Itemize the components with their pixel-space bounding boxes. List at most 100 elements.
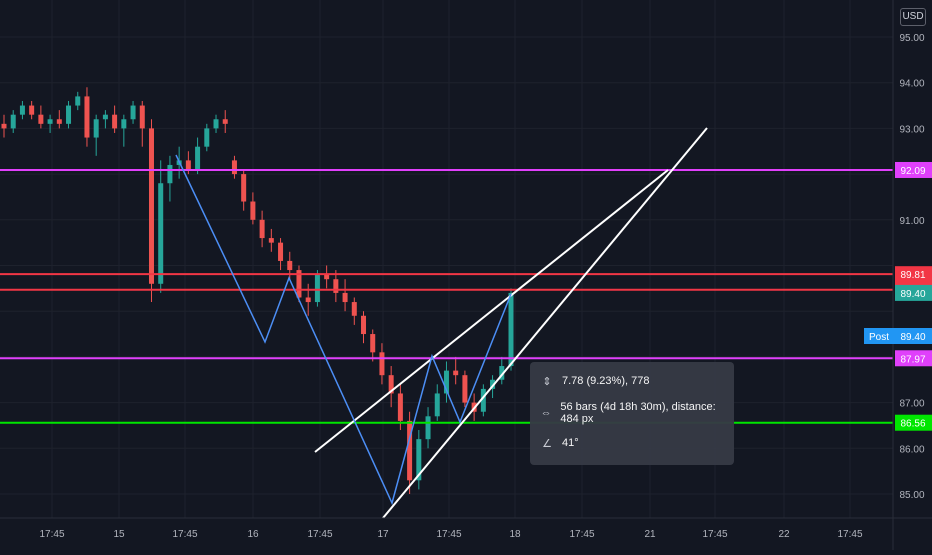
candle-body[interactable] bbox=[38, 114, 44, 124]
candle-body[interactable] bbox=[499, 366, 505, 380]
candle-body[interactable] bbox=[314, 274, 320, 303]
candle-body[interactable] bbox=[508, 292, 514, 367]
candle-body[interactable] bbox=[453, 370, 459, 376]
last-price-text: 89.40 bbox=[900, 289, 925, 300]
candle-body[interactable] bbox=[66, 105, 72, 124]
candle-body[interactable] bbox=[351, 302, 357, 316]
level-price-text: 86.56 bbox=[900, 419, 925, 430]
vertical-range-icon: ⇕ bbox=[542, 375, 552, 388]
post-tag-text: Post bbox=[869, 332, 889, 343]
y-tick-label: 86.00 bbox=[899, 444, 924, 455]
candle-body[interactable] bbox=[195, 146, 201, 170]
candle-body[interactable] bbox=[102, 114, 108, 120]
y-tick-label: 94.00 bbox=[899, 79, 924, 90]
candle-body[interactable] bbox=[379, 352, 385, 376]
level-price-tag[interactable] bbox=[895, 350, 932, 367]
candle-body[interactable] bbox=[231, 160, 237, 175]
price-change-text: 7.78 (9.23%), 778 bbox=[562, 375, 650, 387]
candle-body[interactable] bbox=[416, 439, 422, 481]
candle-body[interactable] bbox=[324, 274, 330, 280]
x-tick-label: 22 bbox=[778, 529, 790, 540]
x-tick-label: 17:45 bbox=[39, 529, 64, 540]
candle-body[interactable] bbox=[342, 292, 348, 303]
candle-body[interactable] bbox=[462, 375, 468, 403]
x-tick-label: 17:45 bbox=[307, 529, 332, 540]
candle-body[interactable] bbox=[148, 128, 154, 284]
candle-body[interactable] bbox=[10, 114, 16, 129]
post-price-text: 89.40 bbox=[900, 332, 925, 343]
candle-body[interactable] bbox=[397, 393, 403, 421]
candle-body[interactable] bbox=[130, 105, 136, 120]
angle-row: ∠ 41° bbox=[538, 434, 579, 452]
candle-body[interactable] bbox=[333, 279, 339, 293]
x-tick-label: 21 bbox=[644, 529, 656, 540]
level-price-tag[interactable] bbox=[895, 161, 932, 178]
currency-label[interactable]: USD bbox=[900, 8, 926, 26]
candle-body[interactable] bbox=[204, 128, 210, 147]
candle-body[interactable] bbox=[305, 297, 311, 303]
level-price-tag[interactable] bbox=[895, 266, 932, 283]
candle-body[interactable] bbox=[296, 270, 302, 298]
candle-body[interactable] bbox=[388, 375, 394, 394]
y-tick-label: 85.00 bbox=[899, 490, 924, 501]
candle-body[interactable] bbox=[47, 119, 53, 124]
post-price-tag[interactable] bbox=[864, 328, 932, 344]
trend-line[interactable] bbox=[382, 127, 708, 519]
price-change-row: ⇕ 7.78 (9.23%), 778 bbox=[538, 372, 649, 390]
candle-body[interactable] bbox=[278, 242, 284, 261]
candle-body[interactable] bbox=[259, 219, 265, 239]
bars-text: 56 bars (4d 18h 30m), distance: 484 px bbox=[560, 401, 716, 425]
candle-body[interactable] bbox=[84, 96, 90, 138]
candle-body[interactable] bbox=[167, 164, 173, 184]
bars-row: ⇔ 56 bars (4d 18h 30m), distance: 484 px bbox=[538, 401, 734, 425]
candle-body[interactable] bbox=[213, 119, 219, 129]
candle-body[interactable] bbox=[1, 123, 7, 129]
trend-line[interactable] bbox=[314, 169, 669, 453]
candle-body[interactable] bbox=[19, 105, 25, 115]
horizontal-range-icon: ⇔ bbox=[540, 407, 552, 419]
candle-body[interactable] bbox=[370, 334, 376, 353]
candle-body[interactable] bbox=[361, 315, 367, 335]
candle-body[interactable] bbox=[29, 105, 35, 115]
candle-body[interactable] bbox=[112, 114, 118, 129]
y-tick-label: 93.00 bbox=[899, 124, 924, 135]
x-tick-label: 17 bbox=[377, 529, 389, 540]
angle-icon: ∠ bbox=[542, 437, 552, 450]
candle-body[interactable] bbox=[222, 119, 228, 124]
candle-body[interactable] bbox=[75, 96, 81, 106]
candle-body[interactable] bbox=[480, 388, 486, 412]
candle-body[interactable] bbox=[443, 370, 449, 394]
candle-body[interactable] bbox=[56, 119, 62, 124]
x-tick-label: 17:45 bbox=[436, 529, 461, 540]
candle-body[interactable] bbox=[241, 174, 247, 202]
candle-body[interactable] bbox=[185, 160, 191, 170]
candle-body[interactable] bbox=[121, 119, 127, 129]
candle-body[interactable] bbox=[268, 238, 274, 243]
angle-text: 41° bbox=[562, 437, 579, 449]
candle-body[interactable] bbox=[407, 420, 413, 481]
last-price-tag[interactable] bbox=[895, 284, 932, 301]
candle-body[interactable] bbox=[434, 393, 440, 417]
candle-body[interactable] bbox=[250, 201, 256, 220]
level-price-text: 87.97 bbox=[900, 354, 925, 365]
level-price-text: 89.81 bbox=[900, 270, 925, 281]
x-tick-label: 17:45 bbox=[569, 529, 594, 540]
x-tick-label: 15 bbox=[113, 529, 125, 540]
x-tick-label: 17:45 bbox=[172, 529, 197, 540]
y-tick-label: 95.00 bbox=[899, 33, 924, 44]
x-tick-label: 18 bbox=[509, 529, 521, 540]
measure-tooltip: ⇕ 7.78 (9.23%), 778 ⇔ 56 bars (4d 18h 30… bbox=[530, 362, 734, 465]
candle-body[interactable] bbox=[158, 183, 164, 284]
x-tick-label: 16 bbox=[247, 529, 259, 540]
level-price-tag[interactable] bbox=[895, 414, 932, 431]
candle-body[interactable] bbox=[93, 119, 99, 138]
x-tick-label: 17:45 bbox=[702, 529, 727, 540]
candle-body[interactable] bbox=[425, 416, 431, 440]
x-tick-label: 17:45 bbox=[837, 529, 862, 540]
candle-body[interactable] bbox=[490, 379, 496, 389]
pattern-polyline[interactable] bbox=[175, 154, 512, 506]
candle-body[interactable] bbox=[139, 105, 145, 129]
candle-body[interactable] bbox=[287, 260, 293, 271]
